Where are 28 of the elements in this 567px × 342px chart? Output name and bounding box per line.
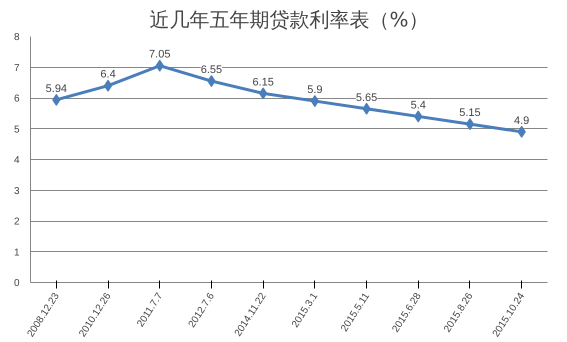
point bbox=[466, 118, 474, 130]
y-tick-label: 1 bbox=[14, 247, 20, 258]
point bbox=[207, 75, 216, 88]
point bbox=[362, 102, 371, 115]
point bbox=[258, 87, 268, 100]
chart-title: 近几年五年期贷款利率表（%） bbox=[150, 8, 429, 32]
data-label: 4.9 bbox=[514, 114, 530, 127]
data-label: 5.65 bbox=[356, 92, 378, 104]
y-tick-label: 5 bbox=[14, 124, 20, 136]
data-label: 7.05 bbox=[149, 48, 170, 61]
data-label: 5.94 bbox=[46, 82, 68, 95]
data-label: 5.9 bbox=[307, 84, 322, 96]
y-tick-label: 7 bbox=[14, 62, 20, 74]
data-label: 6.15 bbox=[252, 76, 274, 88]
y-tick-label: 3 bbox=[14, 186, 20, 197]
point bbox=[517, 126, 526, 138]
data-label: 5.15 bbox=[459, 107, 481, 120]
data-label: 6.55 bbox=[200, 64, 222, 76]
point bbox=[52, 94, 61, 106]
y-tick-label: 2 bbox=[14, 216, 20, 228]
point bbox=[310, 95, 320, 108]
data-label: 5.4 bbox=[410, 99, 426, 112]
data-label: 6.4 bbox=[100, 68, 116, 81]
y-tick-label: 4 bbox=[14, 155, 20, 166]
y-tick-label: 0 bbox=[14, 278, 20, 289]
y-tick-label: 8 bbox=[14, 32, 20, 43]
y-tick-label: 6 bbox=[14, 94, 20, 104]
point bbox=[104, 80, 112, 92]
